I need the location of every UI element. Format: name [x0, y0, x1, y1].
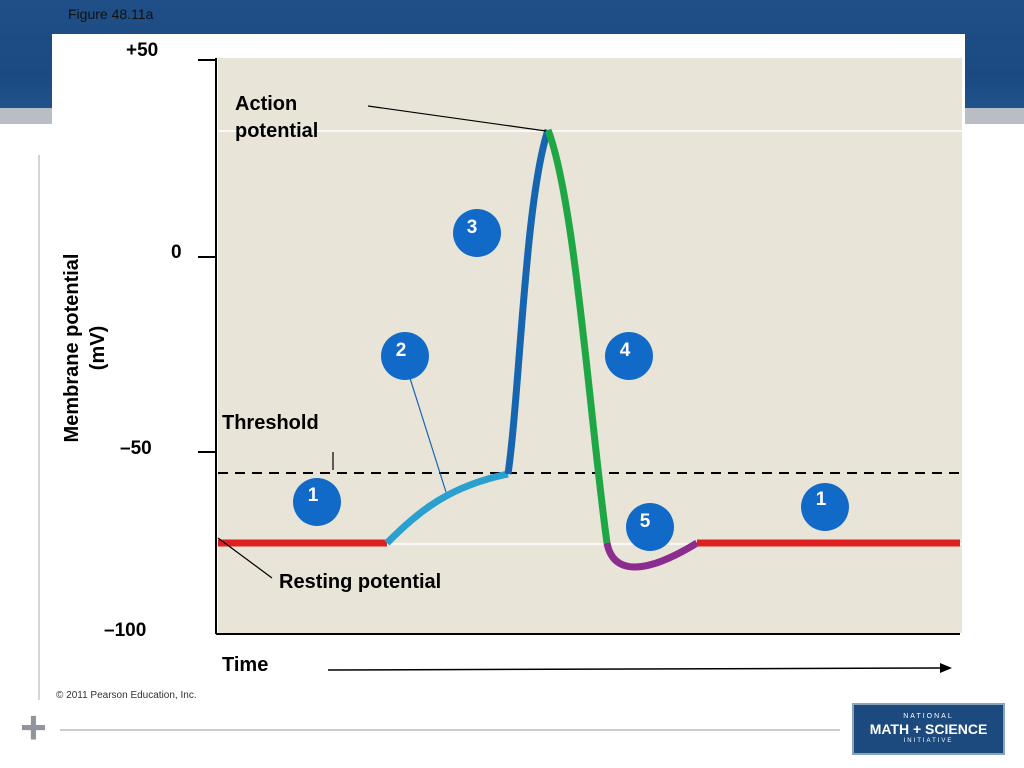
logo-line-2: MATH + SCIENCE: [869, 721, 988, 737]
phase-marker-5-label: 5: [640, 511, 651, 532]
threshold-label: Threshold: [222, 412, 319, 434]
y-tick-label-minus50: –50: [120, 438, 152, 459]
copyright-notice: © 2011 Pearson Education, Inc.: [56, 690, 197, 701]
y-axis-label: Membrane potential (mV): [61, 254, 109, 443]
figure-label: Figure 48.11a: [68, 6, 154, 22]
y-tick-label-minus100: –100: [104, 620, 146, 641]
rising-phase-segment: [504, 128, 552, 475]
resting-potential-label: Resting potential: [279, 571, 441, 593]
time-arrowhead: [940, 663, 952, 673]
phase-marker-3-label: 3: [467, 217, 478, 238]
plus-icon: +: [20, 701, 47, 753]
phase-marker-4: 4: [605, 332, 653, 380]
phase-marker-2-label: 2: [396, 340, 407, 361]
action-potential-pointer: [367, 105, 547, 132]
action-potential-label-line-1: Action: [235, 93, 297, 115]
logo: NATIONAL MATH + SCIENCE INITIATIVE: [852, 703, 1005, 755]
y-tick-label-0: 0: [171, 242, 182, 263]
phase-2-pointer: [408, 374, 447, 493]
phase-marker-1-right-label: 1: [816, 489, 827, 510]
phase-marker-1-right: 1: [801, 483, 849, 531]
plot-area: [218, 58, 962, 633]
action-potential-label-line-2: potential: [235, 120, 318, 142]
phase-marker-4-label: 4: [620, 340, 631, 361]
phase-marker-3: 3: [453, 209, 501, 257]
depolarizing-segment: [384, 470, 509, 546]
x-axis-label: Time: [222, 654, 268, 676]
phase-marker-1-left-label: 1: [308, 485, 319, 506]
footer-line: [60, 729, 840, 731]
logo-line-3: INITIATIVE: [903, 738, 954, 744]
y-axis-label-line-1: Membrane potential: [61, 254, 83, 443]
y-axis-label-line-2: (mV): [87, 326, 109, 370]
phase-marker-1-left: 1: [293, 478, 341, 526]
phase-marker-2: 2: [381, 332, 429, 380]
falling-phase-segment: [544, 128, 611, 544]
logo-line-1: NATIONAL: [903, 713, 954, 720]
phase-marker-5: 5: [626, 503, 674, 551]
undershoot-segment: [603, 540, 699, 571]
time-arrow: [327, 667, 943, 671]
y-tick-label-plus50: +50: [126, 40, 158, 61]
left-rule: [38, 155, 40, 700]
resting-potential-pointer: [217, 537, 273, 579]
